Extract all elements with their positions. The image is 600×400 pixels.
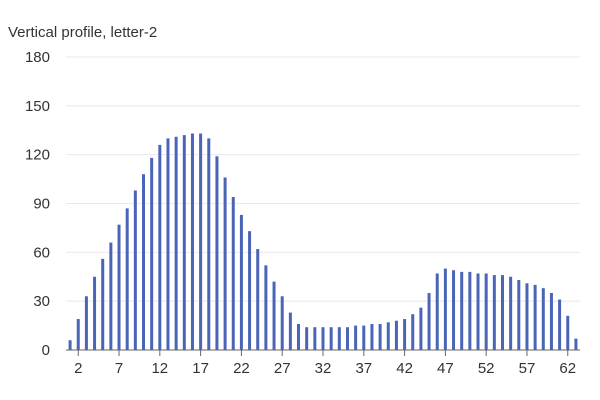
bar — [272, 281, 276, 350]
bar — [101, 258, 105, 350]
y-tick-label: 90 — [33, 196, 50, 213]
bar — [215, 156, 219, 350]
bar — [476, 273, 480, 350]
bar — [190, 133, 194, 350]
bar — [223, 177, 227, 350]
bar — [142, 174, 146, 350]
bar — [182, 135, 186, 350]
bar — [329, 327, 333, 350]
y-tick-label: 150 — [25, 98, 50, 115]
x-tick-label: 37 — [355, 360, 372, 377]
bar — [509, 276, 513, 350]
bar — [76, 319, 80, 350]
bar — [93, 276, 97, 350]
bar — [280, 296, 284, 350]
bar — [117, 224, 121, 350]
bar — [452, 270, 456, 350]
bar — [297, 323, 301, 350]
bar — [84, 296, 88, 350]
bar — [574, 338, 578, 350]
bar — [419, 307, 423, 350]
bar — [354, 325, 358, 350]
x-tick-label: 47 — [437, 360, 454, 377]
bar — [256, 249, 260, 350]
bar — [125, 208, 129, 350]
y-axis-ticks: 0 30 60 90 120 150 180 — [25, 49, 50, 359]
y-tick-label: 120 — [25, 147, 50, 164]
bar — [362, 325, 366, 350]
bar — [484, 273, 488, 350]
y-tick-label: 0 — [42, 342, 50, 359]
x-tick-label: 27 — [274, 360, 291, 377]
chart-title: Vertical profile, letter-2 — [8, 24, 157, 41]
bar — [533, 284, 537, 350]
x-tick-label: 17 — [192, 360, 209, 377]
bar — [207, 138, 211, 350]
x-tick-label: 62 — [559, 360, 576, 377]
bar — [378, 323, 382, 350]
bar — [158, 144, 162, 350]
bar — [566, 315, 570, 350]
x-tick-label: 57 — [519, 360, 536, 377]
bar — [435, 273, 439, 350]
bar — [133, 190, 137, 350]
bar — [468, 271, 472, 350]
bar — [500, 275, 504, 350]
bar — [427, 293, 431, 350]
bar — [403, 319, 407, 350]
bar — [370, 323, 374, 350]
y-tick-label: 60 — [33, 244, 50, 261]
bar — [541, 288, 545, 350]
bar — [394, 320, 398, 350]
bar — [386, 322, 390, 350]
bars — [68, 133, 578, 350]
bar — [199, 133, 203, 350]
bar — [492, 275, 496, 350]
bar — [166, 138, 170, 350]
x-tick-label: 42 — [396, 360, 413, 377]
bar — [239, 214, 243, 350]
bar — [411, 314, 415, 350]
y-tick-label: 180 — [25, 49, 50, 66]
bar — [321, 327, 325, 350]
x-axis-ticks: 2 7 12 17 22 27 32 37 42 47 52 57 62 — [74, 350, 576, 377]
bar — [443, 268, 447, 350]
x-tick-label: 22 — [233, 360, 250, 377]
bar — [68, 340, 72, 350]
bar — [517, 280, 521, 350]
x-tick-label: 2 — [74, 360, 82, 377]
bar — [549, 293, 553, 350]
bar — [345, 327, 349, 350]
x-tick-label: 12 — [151, 360, 168, 377]
x-tick-label: 7 — [115, 360, 123, 377]
x-tick-label: 52 — [478, 360, 495, 377]
bar — [305, 327, 309, 350]
bar — [174, 136, 178, 350]
bar — [109, 242, 113, 350]
bar — [313, 327, 317, 350]
bar — [525, 283, 529, 350]
bar — [231, 196, 235, 350]
y-tick-label: 30 — [33, 293, 50, 310]
bar — [248, 231, 252, 350]
x-tick-label: 32 — [315, 360, 332, 377]
bar — [288, 312, 292, 350]
bar — [337, 327, 341, 350]
bar — [460, 271, 464, 350]
bar — [150, 157, 154, 350]
bar — [558, 299, 562, 350]
bar — [264, 265, 268, 350]
